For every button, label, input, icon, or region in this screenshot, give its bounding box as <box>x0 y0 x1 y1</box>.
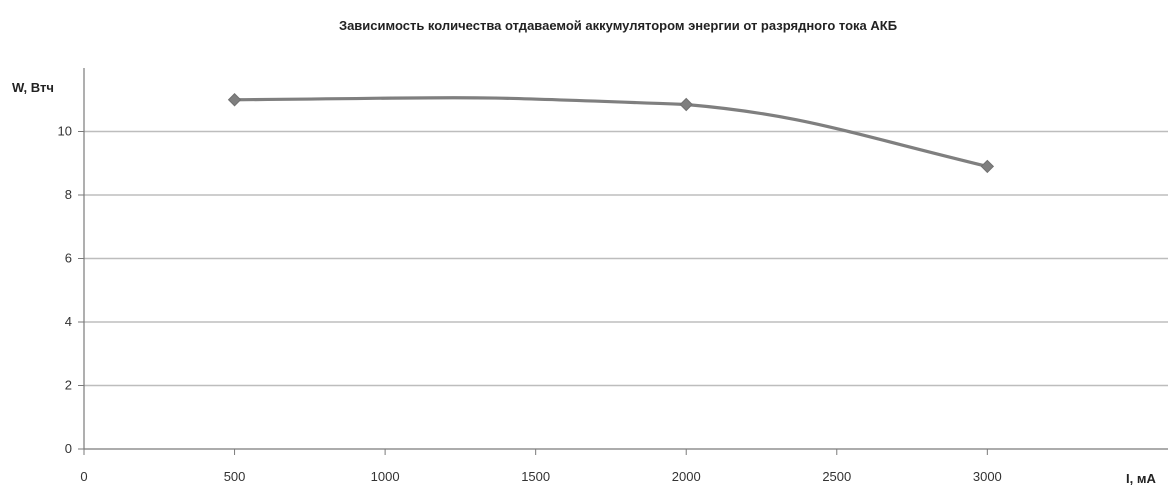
x-tick-label: 2000 <box>672 469 701 484</box>
y-ticks: 0 2 4 6 8 10 <box>58 124 84 456</box>
y-axis-label: W, Втч <box>12 80 54 95</box>
y-tick-label: 10 <box>58 124 72 139</box>
x-tick-label: 2500 <box>822 469 851 484</box>
x-tick-label: 3000 <box>973 469 1002 484</box>
x-tick-label: 1500 <box>521 469 550 484</box>
y-tick-label: 2 <box>65 378 72 393</box>
x-tick-label: 0 <box>80 469 87 484</box>
y-tick-label: 8 <box>65 187 72 202</box>
x-tick-label: 500 <box>224 469 246 484</box>
grid-lines <box>84 130 1168 387</box>
data-point-marker <box>980 159 995 174</box>
chart-title: Зависимость количества отдаваемой аккуму… <box>339 18 897 33</box>
y-tick-label: 4 <box>65 314 72 329</box>
data-point-marker <box>679 97 693 112</box>
series-line <box>232 96 989 169</box>
data-point-marker <box>227 93 242 107</box>
x-ticks: 0 500 1000 1500 2000 2500 3000 <box>80 449 1002 484</box>
y-tick-label: 6 <box>65 251 72 266</box>
x-tick-label: 1000 <box>371 469 400 484</box>
y-tick-label: 0 <box>65 441 72 456</box>
series-layer <box>227 93 995 174</box>
x-axis-label: I, мА <box>1126 471 1156 486</box>
